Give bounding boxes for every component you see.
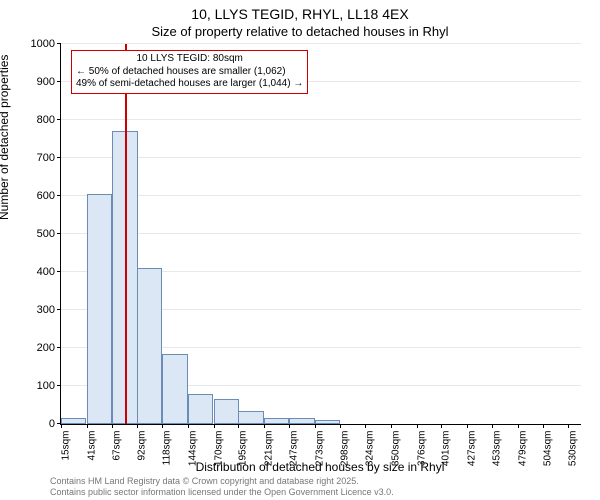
gridline <box>61 157 581 158</box>
x-axis-label: Distribution of detached houses by size … <box>60 460 580 474</box>
x-tick-label: 41sqm <box>84 431 97 461</box>
histogram-bar <box>264 418 289 424</box>
credits-line-1: Contains HM Land Registry data © Crown c… <box>50 476 394 487</box>
y-tick-label: 500 <box>37 228 61 240</box>
y-tick-label: 900 <box>37 76 61 88</box>
x-tick-label: 15sqm <box>59 431 72 461</box>
histogram-bar <box>137 268 162 424</box>
x-tick-mark <box>441 424 442 428</box>
gridline <box>61 233 581 234</box>
x-tick-mark <box>162 424 163 428</box>
x-tick-mark <box>289 424 290 428</box>
y-tick-label: 100 <box>37 380 61 392</box>
x-tick-mark <box>188 424 189 428</box>
x-tick-mark <box>214 424 215 428</box>
x-tick-mark <box>315 424 316 428</box>
property-callout: 10 LLYS TEGID: 80sqm← 50% of detached ho… <box>71 50 308 94</box>
x-tick-mark <box>238 424 239 428</box>
x-tick-mark <box>87 424 88 428</box>
x-tick-mark <box>391 424 392 428</box>
callout-line-2: ← 50% of detached houses are smaller (1,… <box>76 66 303 79</box>
gridline <box>61 43 581 44</box>
y-tick-label: 200 <box>37 342 61 354</box>
y-tick-label: 400 <box>37 266 61 278</box>
histogram-bar <box>87 194 112 424</box>
credits: Contains HM Land Registry data © Crown c… <box>50 476 394 498</box>
x-tick-mark <box>568 424 569 428</box>
property-marker-line <box>125 44 127 424</box>
chart-title-main: 10, LLYS TEGID, RHYL, LL18 4EX <box>0 6 600 22</box>
callout-line-3: 49% of semi-detached houses are larger (… <box>76 78 303 91</box>
y-tick-label: 600 <box>37 190 61 202</box>
x-tick-mark <box>543 424 544 428</box>
histogram-bar <box>289 418 314 424</box>
chart-container: 10, LLYS TEGID, RHYL, LL18 4EX Size of p… <box>0 0 600 500</box>
credits-line-2: Contains public sector information licen… <box>50 487 394 498</box>
histogram-bar <box>214 399 239 424</box>
y-tick-label: 300 <box>37 304 61 316</box>
histogram-bar <box>238 411 263 424</box>
x-tick-label: 92sqm <box>134 431 147 461</box>
histogram-bar <box>162 354 187 424</box>
x-tick-mark <box>61 424 62 428</box>
x-tick-mark <box>112 424 113 428</box>
x-tick-mark <box>492 424 493 428</box>
gridline <box>61 119 581 120</box>
histogram-bar <box>188 394 213 424</box>
plot-area: 0100200300400500600700800900100015sqm41s… <box>60 44 581 425</box>
x-tick-mark <box>264 424 265 428</box>
callout-line-1: 10 LLYS TEGID: 80sqm <box>76 53 303 66</box>
y-tick-label: 0 <box>49 418 61 430</box>
y-tick-label: 1000 <box>31 38 61 50</box>
x-tick-mark <box>137 424 138 428</box>
histogram-bar <box>315 420 340 424</box>
x-tick-mark <box>365 424 366 428</box>
gridline <box>61 195 581 196</box>
histogram-bar <box>61 418 86 424</box>
y-axis-label: Number of detached properties <box>0 55 11 220</box>
x-tick-mark <box>340 424 341 428</box>
y-tick-label: 700 <box>37 152 61 164</box>
x-tick-mark <box>467 424 468 428</box>
x-tick-mark <box>518 424 519 428</box>
x-tick-mark <box>417 424 418 428</box>
y-tick-label: 800 <box>37 114 61 126</box>
x-tick-label: 67sqm <box>110 431 123 461</box>
chart-title-sub: Size of property relative to detached ho… <box>0 24 600 39</box>
